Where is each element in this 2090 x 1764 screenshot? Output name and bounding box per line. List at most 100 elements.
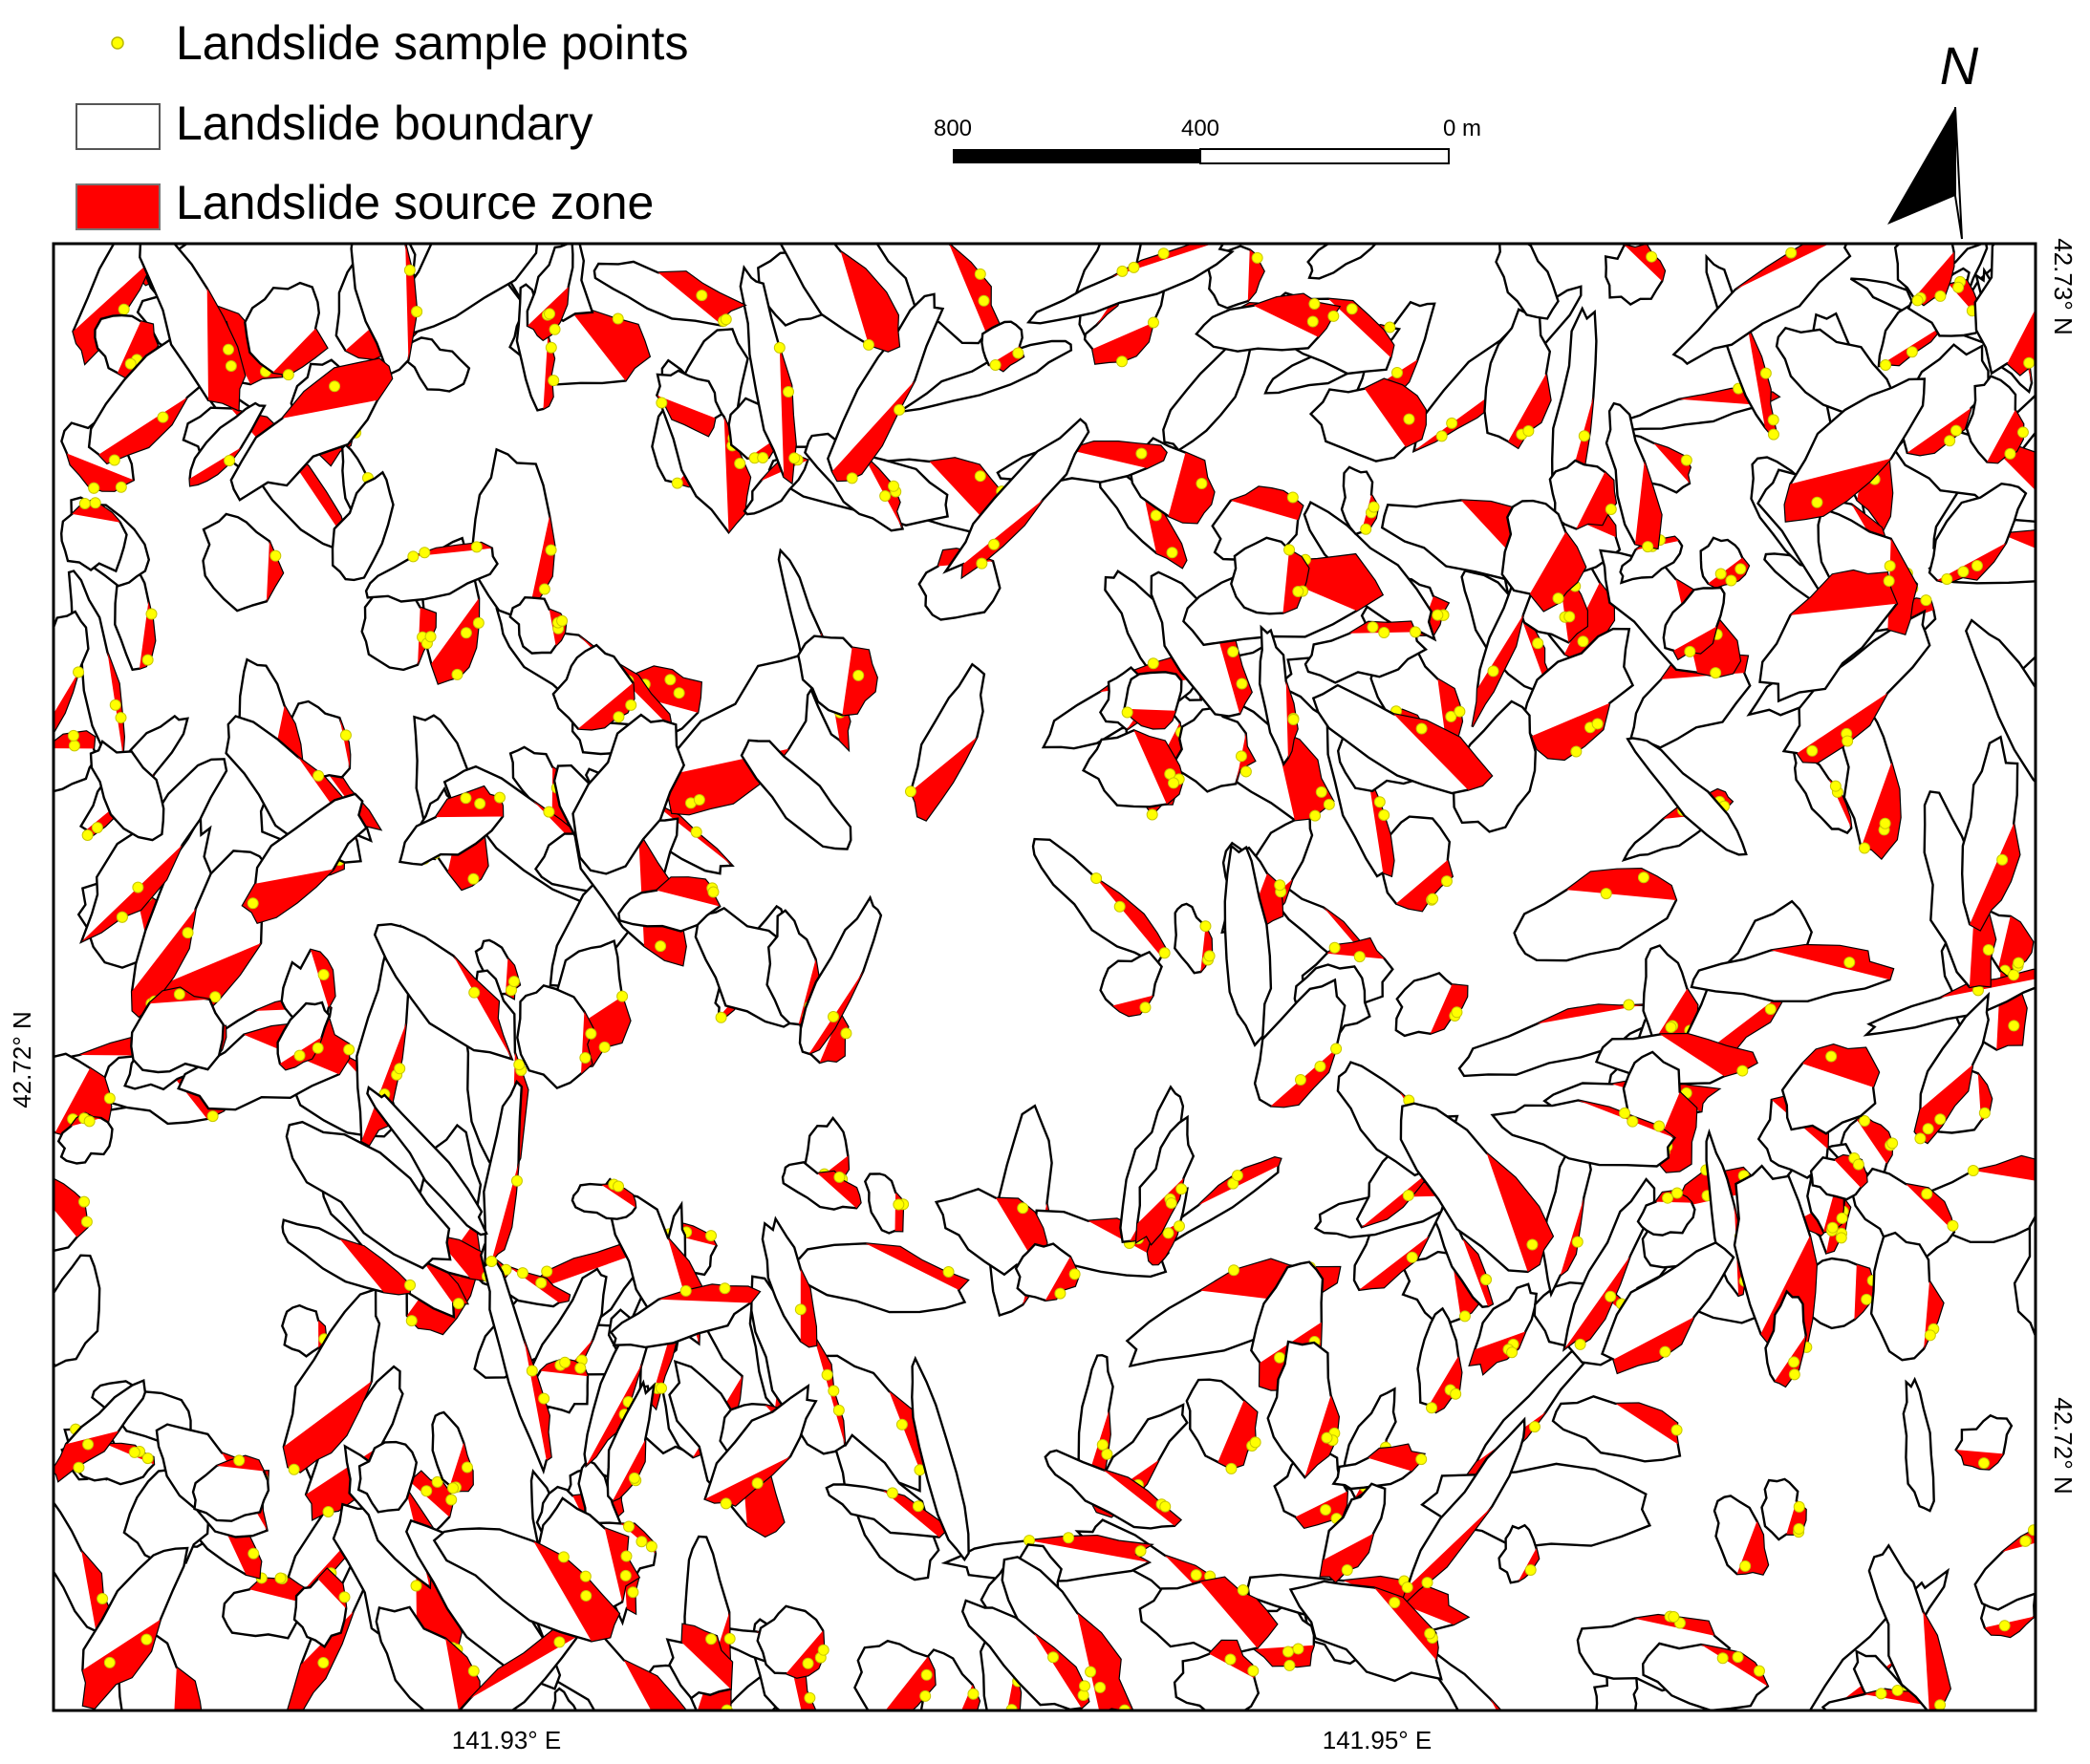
sample-point [1764, 1003, 1777, 1016]
source-zone [339, 718, 351, 769]
landslide-boundary [331, 470, 395, 582]
sample-point [1924, 1329, 1936, 1342]
sample-point [557, 1551, 570, 1563]
source-zone [840, 251, 899, 352]
source-zone [819, 1013, 849, 1063]
source-zone [1199, 1577, 1278, 1648]
sample-point [1346, 303, 1358, 315]
sample-point [467, 1665, 480, 1677]
sample-point [145, 608, 158, 620]
source-zone [1142, 487, 1187, 568]
sample-point [2076, 1299, 2086, 1309]
sample-point [2004, 447, 2016, 460]
sample-point [623, 1520, 636, 1533]
sample-point [894, 403, 906, 416]
sample-point [269, 549, 282, 562]
sample-point [1378, 627, 1390, 639]
sample-point [559, 1356, 571, 1368]
source-zone [1368, 773, 1394, 876]
sample-point [538, 1392, 550, 1405]
sample-point [1224, 1653, 1237, 1666]
sample-point [526, 1365, 538, 1377]
sample-point [1047, 1651, 1060, 1664]
source-zone [1328, 298, 1394, 358]
source-zone [842, 647, 877, 716]
sample-point [1880, 359, 1892, 372]
sample-point [1619, 1107, 1631, 1119]
source-zone [1103, 1470, 1181, 1526]
sample-point [1825, 1050, 1838, 1063]
sample-point [338, 1591, 351, 1603]
sample-point [673, 687, 685, 699]
source-zone [1613, 1317, 1694, 1373]
sample-point [2078, 492, 2088, 503]
sample-point [1526, 1238, 1539, 1251]
sample-point [1116, 265, 1129, 277]
sample-point [460, 792, 472, 805]
sample-point [817, 1644, 830, 1656]
sample-point [988, 538, 1001, 550]
sample-point [1196, 478, 1208, 490]
source-zone [1578, 1100, 1675, 1138]
sample-point [846, 472, 858, 484]
sample-point [804, 1691, 816, 1704]
sample-point [115, 481, 127, 493]
sample-point [1225, 1462, 1238, 1474]
source-zone [339, 1238, 410, 1295]
sample-point [1237, 1584, 1249, 1597]
sample-point [1563, 611, 1576, 623]
source-zone [1429, 1356, 1462, 1412]
source-zone [567, 1715, 585, 1757]
sample-point [1063, 1532, 1075, 1544]
sample-point [1753, 1665, 1765, 1677]
sample-point [535, 1277, 548, 1289]
sample-point [1378, 808, 1390, 821]
sample-point [1249, 1436, 1261, 1449]
landslide-boundary [285, 1120, 452, 1270]
sample-point [1524, 1563, 1537, 1576]
sample-point [1605, 1290, 1617, 1302]
sample-point [886, 1487, 898, 1499]
source-zone [1508, 374, 1551, 448]
sample-point [2019, 1535, 2032, 1547]
source-zone [445, 1638, 480, 1710]
sample-point [919, 1689, 932, 1702]
source-zone [657, 877, 721, 907]
sample-point [904, 785, 916, 798]
source-zone [1970, 823, 2020, 931]
sample-point [707, 886, 720, 898]
sample-point [577, 1732, 588, 1742]
sample-point [141, 654, 154, 666]
sample-point [1978, 1107, 1991, 1119]
north-arrow: N [1887, 35, 1979, 240]
sample-point [1360, 523, 1372, 535]
source-zone [67, 453, 134, 491]
sample-point [1952, 281, 1965, 293]
sample-point [108, 454, 120, 466]
sample-point [109, 699, 121, 711]
sample-point [1390, 366, 1403, 378]
sample-point [2058, 1186, 2069, 1196]
sample-point [339, 729, 352, 742]
sample-point [1957, 566, 1970, 578]
sample-point [407, 550, 420, 563]
landslides [54, 244, 2088, 1757]
sample-point [460, 627, 472, 639]
sample-point [1328, 941, 1341, 954]
source-zone [1907, 408, 1971, 456]
sample-point [472, 616, 485, 629]
source-zone [431, 598, 480, 684]
source-zone [1771, 945, 1893, 980]
sample-point [1415, 722, 1428, 735]
sample-point [1642, 541, 1654, 553]
sample-point [474, 797, 486, 809]
sample-point [538, 583, 550, 595]
source-zone [1857, 1116, 1893, 1164]
sample-point [1367, 621, 1379, 634]
sample-point [1421, 1577, 1433, 1589]
sample-point [470, 541, 483, 553]
source-zone [779, 347, 796, 484]
sample-point [274, 1572, 287, 1584]
sample-point [545, 544, 557, 556]
sample-point [1167, 777, 1179, 789]
